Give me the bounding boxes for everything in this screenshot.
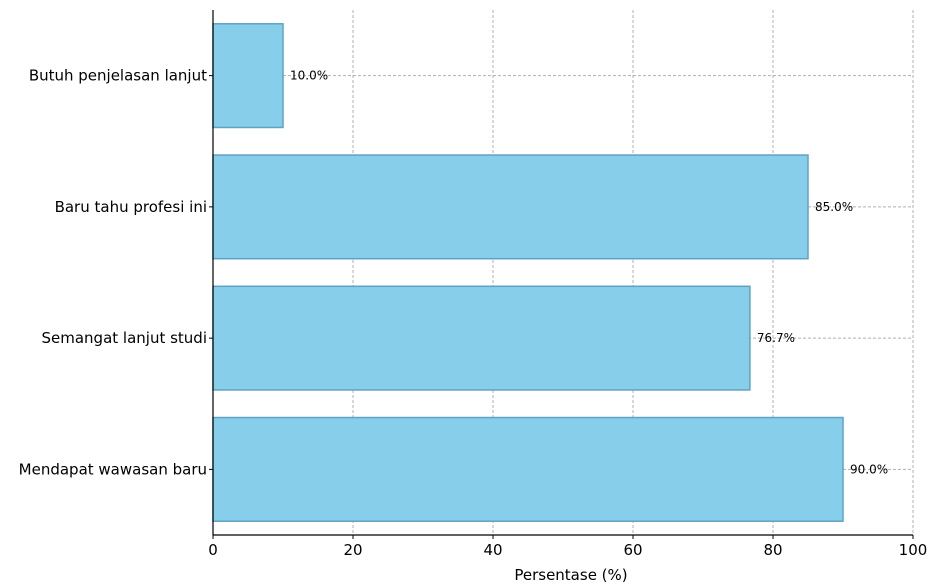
bar [212, 285, 751, 391]
x-axis-title: Persentase (%) [514, 566, 627, 584]
bars-layer [212, 23, 844, 522]
data-label: 76.7% [757, 331, 795, 345]
category-label: Baru tahu profesi ini [55, 198, 207, 216]
bar [212, 416, 844, 522]
x-tick-label: 20 [343, 541, 362, 559]
x-tick-label: 0 [208, 541, 218, 559]
x-tick-label: 80 [763, 541, 782, 559]
x-tick-label: 100 [899, 541, 928, 559]
data-label: 90.0% [850, 462, 888, 476]
bar [212, 23, 284, 129]
data-label: 85.0% [815, 200, 853, 214]
category-label: Semangat lanjut studi [41, 329, 207, 347]
data-label: 10.0% [290, 69, 328, 83]
x-tick-label: 60 [623, 541, 642, 559]
bar [212, 154, 809, 260]
labels-layer: 0 20 40 60 80 100 Mendapat wawasan baru Semanga… [19, 67, 928, 559]
category-label: Butuh penjelasan lanjut [29, 67, 207, 85]
axes-layer [209, 10, 914, 539]
x-tick-label: 40 [483, 541, 502, 559]
category-label: Mendapat wawasan baru [19, 460, 207, 478]
